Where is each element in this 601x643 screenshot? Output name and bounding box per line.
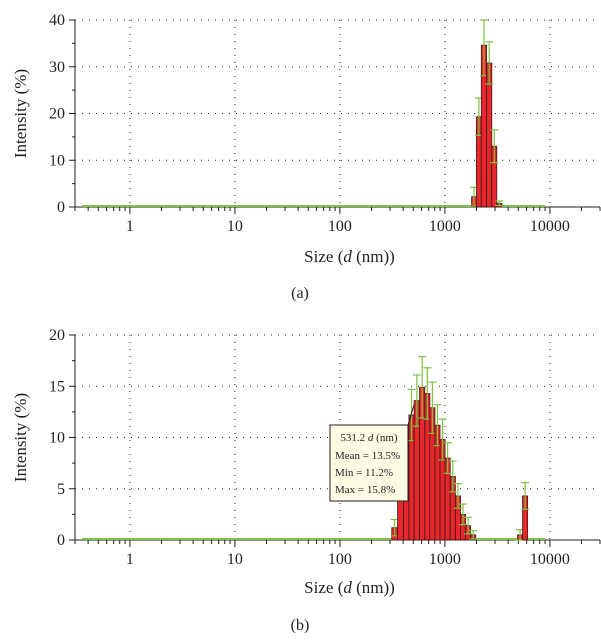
panel-label: (b) — [291, 617, 310, 634]
annotation-stat-line: Mean = 13.5% — [335, 450, 400, 462]
y-tick-label: 20 — [49, 327, 65, 344]
x-tick-label: 1000 — [429, 218, 461, 235]
y-tick-label: 10 — [49, 152, 65, 169]
x-tick-label: 100 — [328, 551, 352, 568]
annotation-stat-line: Min = 11.2% — [335, 467, 393, 479]
x-tick-label: 1000 — [429, 551, 461, 568]
y-axis-title: Intensity (%) — [11, 393, 30, 482]
annotation-size-value: 531.2 — [340, 432, 368, 444]
annotation-size-symbol: d — [368, 432, 374, 444]
x-axis-title: Size (d (nm)) — [304, 578, 395, 597]
annotation-size: 531.2 d (nm) — [340, 432, 397, 444]
x-tick-label: 10 — [227, 218, 243, 235]
x-axis-title-unit: (nm)) — [352, 247, 395, 266]
x-axis-title-symbol: d — [343, 578, 352, 597]
y-tick-label: 0 — [57, 532, 65, 549]
x-axis-title-symbol: d — [343, 247, 352, 266]
x-axis-title-label: Size ( — [304, 578, 344, 597]
y-tick-label: 40 — [49, 12, 65, 29]
annotation-stat-line: Max = 15.8% — [335, 484, 395, 496]
annotation-box — [329, 424, 409, 502]
x-axis-title-unit: (nm)) — [352, 578, 395, 597]
y-tick-label: 15 — [49, 378, 65, 395]
y-tick-label: 30 — [49, 59, 65, 76]
x-axis-title: Size (d (nm)) — [304, 247, 395, 266]
x-tick-label: 10 — [227, 551, 243, 568]
y-axis-title: Intensity (%) — [11, 69, 30, 158]
annotation-callout: 531.2 d (nm) Mean = 13.5% Min = 11.2% Max =… — [329, 404, 415, 502]
y-tick-label: 20 — [49, 106, 65, 123]
y-tick-label: 5 — [57, 481, 65, 498]
y-tick-label: 10 — [49, 430, 65, 447]
x-tick-label: 100 — [328, 218, 352, 235]
x-tick-label: 10000 — [530, 218, 570, 235]
annotation-pointer — [407, 404, 415, 426]
chart-panel-a: 0 10 20 30 40 1 10 100 1000 10000 Size (d (nm)) Int… — [11, 12, 601, 302]
x-tick-label: 1 — [126, 551, 134, 568]
x-tick-label: 10000 — [530, 551, 570, 568]
x-axis-title-label: Size ( — [304, 247, 344, 266]
annotation-size-unit: (nm) — [373, 432, 397, 444]
y-tick-label: 0 — [57, 199, 65, 216]
panel-label: (a) — [291, 285, 309, 302]
x-tick-label: 1 — [126, 218, 134, 235]
